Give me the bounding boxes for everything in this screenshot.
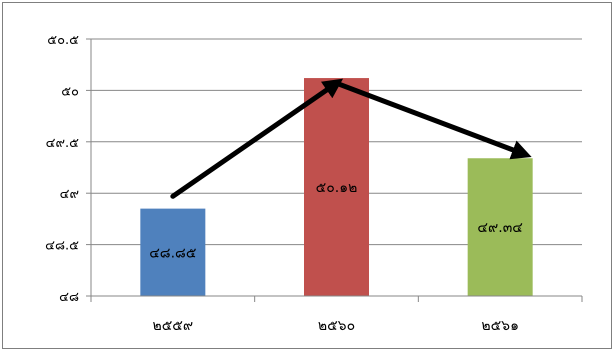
bar (467, 158, 533, 296)
y-tick-label: ๕๐ (61, 84, 79, 99)
y-tick-label: ๔๙.๕ (46, 136, 79, 151)
bars (140, 78, 533, 297)
y-tick-label: ๔๘.๕ (45, 239, 79, 254)
y-tick-label: ๔๙ (60, 187, 79, 202)
data-label: ๔๙.๓๔ (477, 220, 522, 236)
data-label: ๕๐.๑๒ (316, 180, 358, 196)
x-tick-label: ๒๕๕๙ (152, 318, 193, 334)
axes (86, 38, 583, 302)
bar (140, 208, 206, 296)
trend-arrows (170, 78, 532, 199)
y-tick-label: ๔๘ (59, 290, 79, 305)
x-tick-label: ๒๕๖๑ (481, 318, 519, 334)
x-tick-label: ๒๕๖๐ (318, 318, 355, 334)
y-tick-label: ๕๐.๕ (47, 33, 79, 48)
trend-arrow (170, 78, 344, 199)
chart-frame: ๔๘ ๔๘.๕ ๔๙ ๔๙.๕ ๕๐ ๕๐.๕๔๘.๘๕ ๕๐.๑๒๔๙.๓๔๒๕๕๙ ๒๕๖… (2, 2, 612, 349)
trend-arrow (334, 80, 532, 160)
bar (304, 78, 369, 297)
data-label: ๔๘.๘๕ (149, 245, 196, 261)
